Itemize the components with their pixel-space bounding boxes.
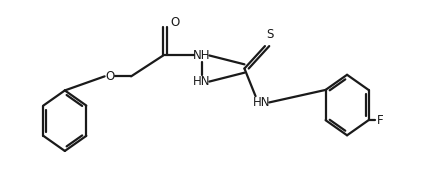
Text: NH: NH — [193, 49, 210, 62]
Text: HN: HN — [253, 96, 270, 109]
Text: HN: HN — [193, 75, 210, 88]
Text: O: O — [105, 70, 115, 83]
Text: F: F — [377, 114, 384, 127]
Text: O: O — [171, 16, 180, 29]
Text: S: S — [266, 28, 274, 41]
